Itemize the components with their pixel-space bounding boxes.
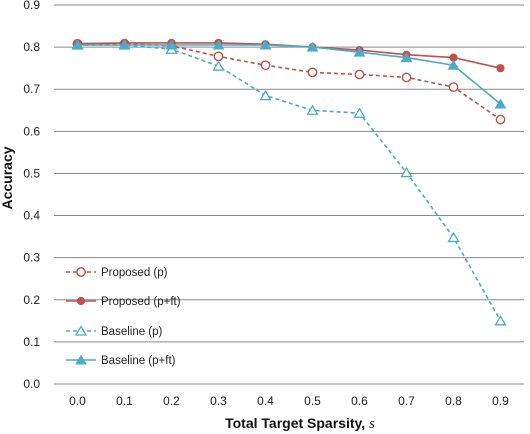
data-point bbox=[212, 60, 225, 71]
y-tick-label: 0.3 bbox=[23, 251, 40, 265]
x-tick-label: 0.1 bbox=[116, 394, 133, 408]
x-tick-label: 0.3 bbox=[210, 394, 227, 408]
legend-item-proposed-pft: Proposed (p+ft) bbox=[66, 296, 181, 308]
data-point bbox=[259, 39, 272, 50]
y-tick-label: 0.4 bbox=[23, 209, 40, 223]
data-point bbox=[353, 46, 366, 57]
data-point bbox=[118, 39, 131, 50]
data-point bbox=[71, 39, 84, 50]
data-point bbox=[494, 315, 507, 326]
x-tick-label: 0.7 bbox=[398, 394, 415, 408]
legend-label: Baseline (p) bbox=[101, 326, 163, 338]
x-tick-label: 0.4 bbox=[257, 394, 274, 408]
x-tick-label: 0.6 bbox=[351, 394, 368, 408]
legend-item-baseline-p: Baseline (p) bbox=[66, 325, 163, 338]
data-point bbox=[354, 69, 365, 80]
legend-label: Proposed (p+ft) bbox=[101, 296, 181, 308]
data-point bbox=[447, 231, 460, 243]
x-tick-label: 0.8 bbox=[445, 394, 462, 408]
series-2 bbox=[71, 39, 507, 326]
data-point bbox=[448, 82, 459, 93]
x-tick-labels: 0.0 0.1 0.2 0.3 0.4 0.5 0.6 0.7 0.8 0.9 bbox=[69, 394, 509, 408]
legend-label: Baseline (p+ft) bbox=[101, 355, 176, 367]
y-tick-labels: 0.0 0.1 0.2 0.3 0.4 0.5 0.6 0.7 0.8 0.9 bbox=[23, 0, 40, 391]
data-point bbox=[306, 104, 319, 115]
legend-label: Proposed (p) bbox=[101, 267, 168, 279]
x-tick-label: 0.5 bbox=[304, 394, 321, 408]
grid-layer bbox=[54, 4, 524, 385]
y-axis-title: Accuracy bbox=[0, 146, 15, 209]
y-tick-label: 0.9 bbox=[23, 0, 40, 12]
data-point bbox=[260, 60, 271, 71]
y-tick-label: 0.5 bbox=[23, 166, 40, 180]
data-point bbox=[495, 114, 506, 125]
y-tick-label: 0.0 bbox=[23, 377, 40, 391]
legend-item-proposed-p: Proposed (p) bbox=[66, 267, 168, 279]
data-point bbox=[401, 72, 412, 83]
x-axis-title-variable: s bbox=[369, 416, 375, 432]
data-point bbox=[400, 166, 413, 178]
data-point bbox=[496, 64, 505, 73]
y-tick-label: 0.7 bbox=[23, 82, 40, 96]
series-0 bbox=[72, 38, 506, 125]
y-tick-label: 0.8 bbox=[23, 40, 40, 54]
y-tick-label: 0.1 bbox=[23, 335, 40, 349]
legend-item-baseline-pft: Baseline (p+ft) bbox=[66, 354, 176, 367]
y-tick-label: 0.6 bbox=[23, 124, 40, 138]
data-point bbox=[306, 41, 319, 52]
x-tick-label: 0.0 bbox=[69, 394, 86, 408]
data-point bbox=[212, 39, 225, 50]
data-point bbox=[400, 52, 413, 63]
data-point bbox=[447, 59, 460, 70]
data-point bbox=[353, 107, 366, 118]
legend: Proposed (p) Proposed (p+ft) Baseline (p… bbox=[66, 267, 181, 367]
series-line bbox=[77, 44, 502, 322]
x-axis-title: Total Target Sparsity, s bbox=[225, 415, 375, 432]
data-point bbox=[259, 89, 272, 101]
data-point bbox=[213, 51, 224, 62]
data-point bbox=[165, 39, 178, 50]
series-3 bbox=[71, 39, 507, 109]
series-layer bbox=[71, 38, 507, 326]
series-1 bbox=[73, 38, 505, 73]
data-point bbox=[494, 98, 507, 109]
y-tick-label: 0.2 bbox=[23, 293, 40, 307]
series-line bbox=[77, 44, 502, 105]
data-point bbox=[307, 67, 318, 78]
x-tick-label: 0.2 bbox=[163, 394, 180, 408]
x-tick-label: 0.9 bbox=[492, 394, 509, 408]
series-line bbox=[77, 42, 501, 121]
